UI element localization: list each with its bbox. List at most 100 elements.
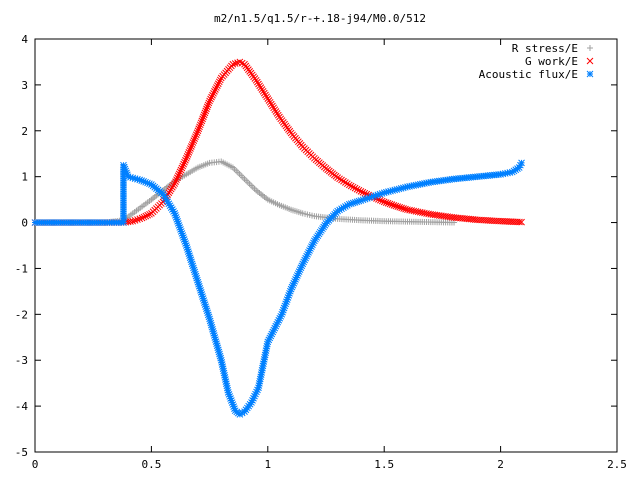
data-point (192, 270, 199, 278)
data-point (166, 202, 174, 210)
data-point (212, 338, 220, 345)
data-point (187, 256, 195, 264)
data-point (254, 386, 261, 394)
axes: 0 0.5 1 1.5 2 2.5 -5 -4 -3 -2 -1 0 1 2 3 4 (15, 33, 627, 471)
data-point (310, 239, 317, 247)
data-point (176, 168, 184, 176)
data-point (307, 245, 314, 252)
data-point (206, 317, 214, 325)
data-point (282, 300, 290, 308)
legend-marker (587, 45, 593, 51)
data-point (308, 243, 315, 251)
data-point (211, 334, 219, 341)
data-point (209, 327, 217, 335)
data-point (138, 177, 146, 184)
data-point (129, 174, 137, 182)
data-point (213, 342, 221, 350)
data-point (385, 188, 392, 195)
data-point (195, 282, 203, 290)
data-point (209, 325, 216, 333)
data-point (177, 226, 184, 233)
data-point (197, 119, 205, 127)
y-tick-label: -4 (15, 400, 29, 413)
data-point (378, 190, 386, 197)
y-tick-label: -3 (15, 354, 28, 367)
data-point (199, 295, 207, 302)
data-point (359, 188, 367, 196)
data-point (231, 60, 239, 67)
data-point (518, 218, 525, 226)
data-point (293, 274, 300, 281)
data-point (204, 309, 212, 317)
data-point (334, 207, 341, 215)
data-point (172, 214, 180, 221)
data-point (129, 217, 137, 225)
legend-label: R stress/E (512, 42, 578, 55)
data-point (361, 195, 369, 203)
data-point (131, 175, 139, 182)
data-point (209, 91, 216, 99)
data-point (353, 185, 361, 193)
data-point (227, 397, 235, 404)
x-tick-label: 2.5 (607, 458, 627, 471)
data-point (334, 174, 341, 181)
data-point (172, 178, 179, 185)
data-point (286, 289, 293, 297)
data-point (269, 328, 277, 336)
data-point (174, 218, 181, 225)
data-point (249, 396, 256, 404)
data-point (178, 164, 186, 172)
data-point (201, 109, 209, 117)
data-point (391, 186, 399, 194)
data-point (382, 199, 390, 206)
data-point (200, 111, 208, 119)
legend-label: Acoustic flux/E (479, 68, 578, 81)
data-point (123, 169, 130, 177)
data-point (340, 204, 347, 211)
data-point (228, 399, 236, 406)
data-point (174, 220, 182, 227)
data-point (389, 187, 397, 194)
data-point (248, 399, 255, 406)
data-point (198, 117, 206, 125)
data-point (193, 129, 201, 137)
data-point (336, 206, 343, 214)
data-point (384, 199, 392, 207)
data-point (283, 298, 290, 306)
data-point (184, 246, 191, 253)
data-point (177, 228, 185, 235)
data-point (182, 240, 189, 247)
data-point (250, 394, 257, 402)
data-point (188, 260, 196, 268)
data-point (199, 293, 206, 300)
legend-marker-glyph (586, 57, 594, 65)
data-point (374, 191, 382, 199)
data-point (201, 301, 209, 308)
legend-marker (586, 70, 594, 78)
data-point (146, 210, 153, 218)
data-point (210, 89, 217, 97)
data-point (208, 93, 215, 101)
x-tick-label: 1.5 (374, 458, 394, 471)
data-point (349, 199, 357, 207)
data-point (517, 161, 524, 169)
data-point (345, 181, 353, 189)
data-point (216, 352, 224, 360)
data-point (194, 127, 202, 135)
data-point (283, 296, 291, 303)
chart-title: m2/n1.5/q1.5/r-+.18-j94/M0.0/512 (214, 12, 426, 25)
y-tick-label: 1 (21, 171, 28, 184)
data-point (280, 304, 288, 312)
series-2 (31, 58, 525, 226)
data-point (217, 354, 225, 362)
data-point (349, 183, 357, 191)
data-point (299, 260, 307, 268)
series-3 (31, 159, 525, 418)
data-point (290, 279, 298, 287)
y-tick-label: 2 (21, 125, 28, 138)
data-point (387, 187, 394, 195)
data-point (214, 80, 222, 88)
data-point (170, 208, 177, 215)
data-point (204, 311, 212, 319)
